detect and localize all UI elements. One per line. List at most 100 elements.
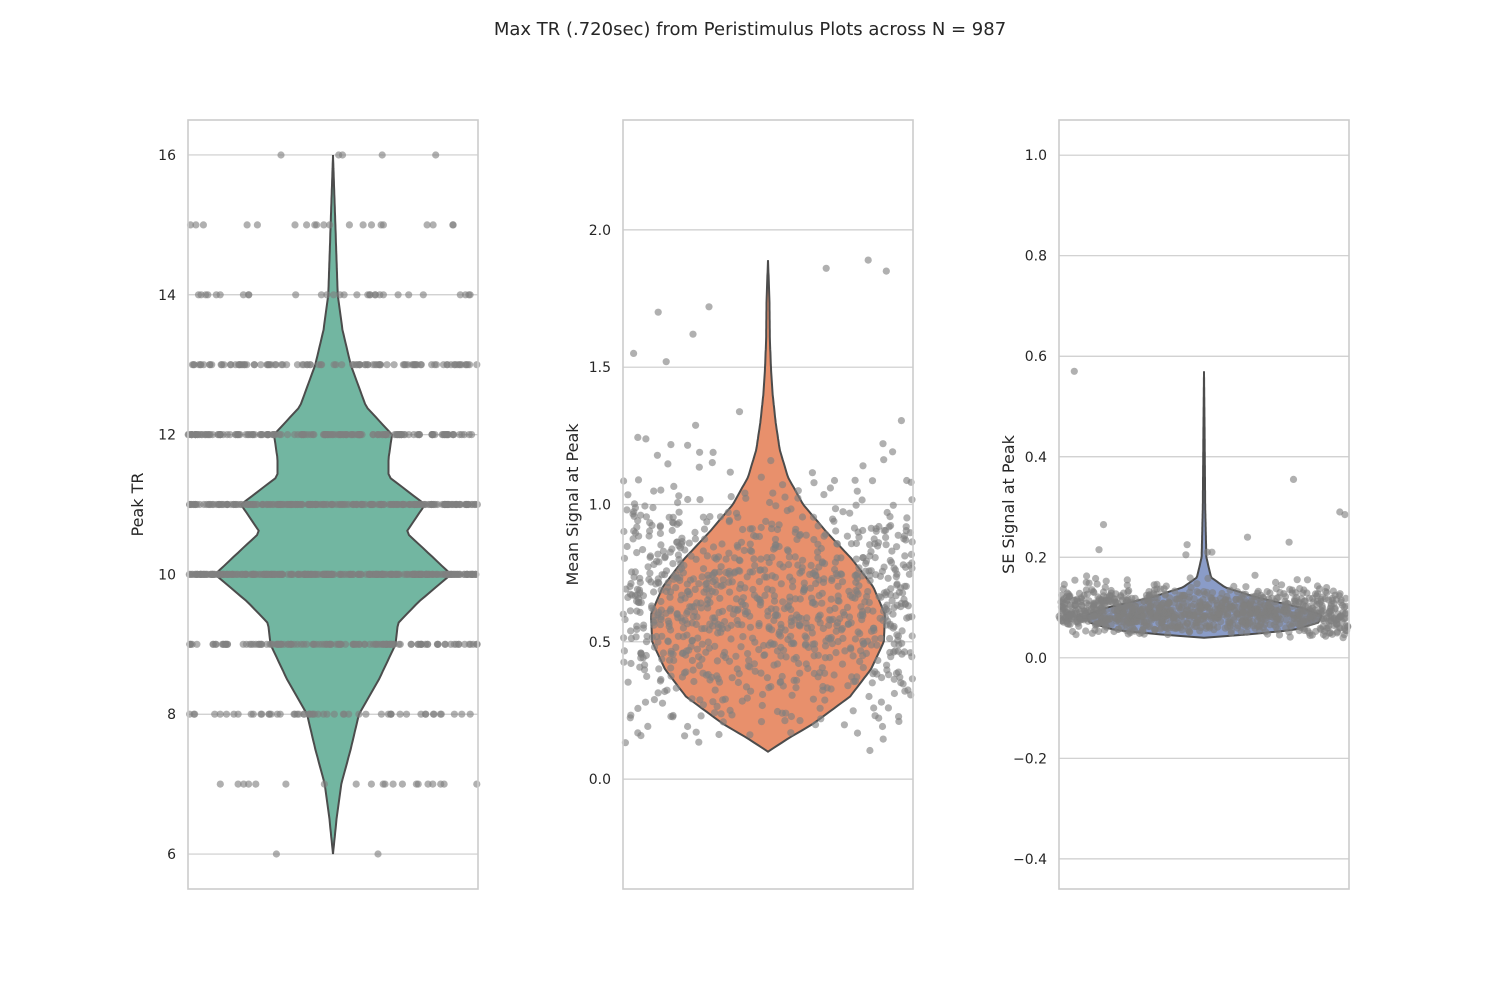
data-point [1175, 621, 1184, 629]
data-point [733, 541, 741, 550]
data-point [336, 640, 344, 648]
data-point [677, 596, 685, 604]
data-point [704, 670, 712, 679]
data-point [320, 570, 328, 579]
data-point [814, 548, 822, 556]
data-point [1289, 475, 1298, 483]
data-point [864, 256, 872, 264]
data-point [1193, 580, 1201, 588]
data-point [273, 710, 281, 718]
data-point [713, 702, 721, 711]
data-point [1261, 628, 1270, 636]
data-point [838, 578, 847, 586]
data-point [303, 221, 311, 229]
data-point [383, 361, 391, 369]
data-point [193, 640, 201, 648]
data-point [1333, 629, 1341, 637]
data-point [431, 361, 439, 369]
data-point [900, 535, 908, 543]
data-point [765, 684, 773, 692]
data-point [712, 555, 721, 563]
data-point [795, 613, 803, 622]
data-point [648, 604, 656, 612]
data-point [799, 556, 807, 564]
data-point [419, 291, 427, 299]
data-point [655, 558, 663, 566]
data-point [761, 591, 769, 600]
data-point [464, 361, 472, 369]
data-point [1204, 574, 1212, 583]
data-point [830, 476, 839, 485]
data-point [437, 780, 445, 788]
data-point [808, 599, 817, 607]
data-point [672, 584, 680, 592]
data-point [726, 588, 734, 596]
data-point [1186, 574, 1194, 582]
data-point [634, 704, 642, 713]
data-point [766, 498, 774, 507]
data-point [1066, 612, 1074, 620]
data-point [711, 686, 719, 694]
data-point [300, 710, 308, 718]
data-point [901, 582, 909, 590]
data-point [770, 616, 778, 625]
data-point [423, 221, 431, 229]
data-point [786, 573, 794, 581]
data-point [719, 576, 727, 584]
data-point [463, 570, 471, 579]
data-point [1233, 588, 1241, 596]
data-point [883, 661, 891, 669]
y-tick-label: 0.4 [1025, 450, 1047, 466]
data-point [871, 554, 879, 562]
data-point [747, 687, 755, 695]
data-point [627, 659, 635, 668]
data-point [770, 661, 778, 669]
data-point [731, 554, 739, 562]
data-point [884, 704, 893, 712]
data-point [1246, 619, 1254, 627]
data-point [338, 361, 346, 369]
data-point [757, 718, 766, 726]
data-point [810, 536, 818, 544]
data-point [880, 527, 888, 535]
data-point [790, 676, 798, 685]
data-point [853, 487, 861, 495]
data-point [783, 546, 792, 554]
data-point [696, 696, 704, 704]
data-point [829, 515, 837, 523]
y-tick-label: 0.0 [1025, 651, 1047, 667]
data-point [357, 570, 365, 579]
data-point [1095, 546, 1103, 554]
data-point [656, 522, 664, 530]
data-point [1342, 594, 1350, 603]
y-tick-label: 2.0 [589, 223, 611, 239]
data-point [664, 617, 672, 625]
data-point [310, 431, 318, 439]
data-point [692, 421, 700, 429]
data-point [744, 650, 752, 658]
data-point [776, 678, 784, 687]
data-point [875, 714, 883, 722]
data-point [247, 710, 255, 718]
data-point [750, 555, 758, 563]
data-point [1139, 626, 1147, 634]
data-point [699, 547, 707, 555]
data-point [456, 361, 464, 369]
data-point [226, 361, 234, 369]
data-point [649, 504, 657, 512]
data-point [291, 221, 299, 229]
data-point [849, 652, 857, 660]
data-point [440, 500, 448, 509]
data-point [816, 704, 824, 712]
data-point [272, 850, 280, 858]
data-point [1093, 580, 1101, 588]
data-point [297, 570, 305, 579]
data-point [1131, 594, 1139, 603]
data-point [880, 563, 888, 571]
data-point [688, 619, 696, 627]
data-point [886, 634, 894, 643]
data-point [655, 665, 663, 673]
data-point [701, 535, 709, 543]
data-point [868, 679, 876, 687]
data-point [814, 651, 822, 659]
